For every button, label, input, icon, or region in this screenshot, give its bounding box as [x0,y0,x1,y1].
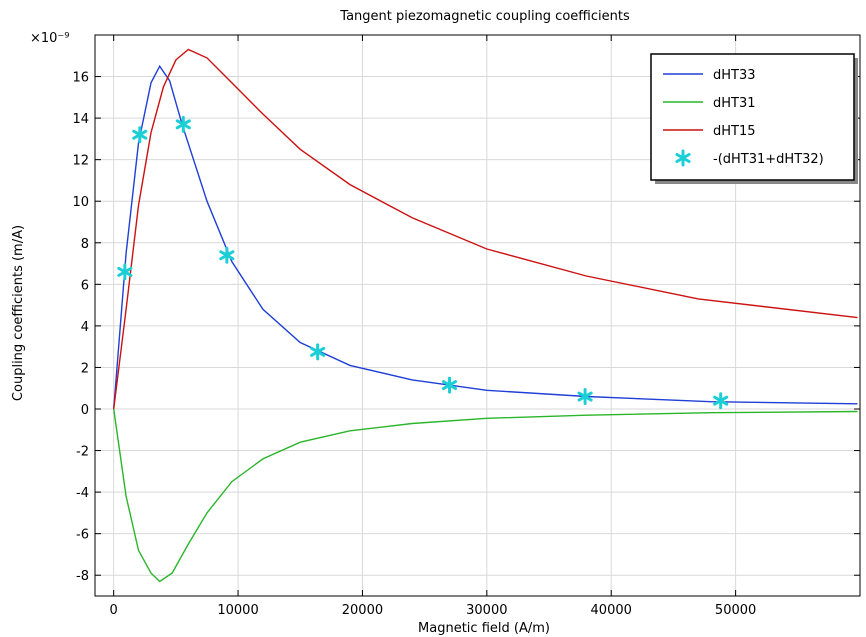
series-line-0 [113,64,858,410]
x-tick-label: 30000 [466,603,507,618]
y-tick-label: 12 [72,154,89,169]
data-point-marker [577,388,593,406]
y-tick-label: 10 [72,195,89,210]
y-tick-label: 14 [72,112,89,127]
y-tick-label: 2 [81,361,89,376]
legend-label: dHT15 [713,124,756,139]
x-axis-title: Magnetic field (A/m) [418,621,550,636]
data-point-marker [219,246,235,264]
data-point-marker [117,263,133,281]
legend-label: dHT31 [713,96,756,111]
legend: dHT33 dHT31 dHT15 -(dHT31+dHT32) [650,53,858,184]
y-axis-title: Coupling coefficients (m/A) [11,225,26,401]
plot-lines [113,48,858,583]
legend-label: dHT33 [713,68,756,83]
y-tick-label: -4 [76,486,89,501]
data-point-marker [175,115,191,133]
x-tick-label: 50000 [715,603,756,618]
y-tick-label: 6 [81,278,89,293]
x-tick-label: 10000 [217,603,258,618]
y-tick-label: 0 [81,403,89,418]
plot-frame [94,34,861,597]
data-point-marker [441,376,458,394]
x-tick-label: 20000 [342,603,383,618]
legend-marker [675,149,691,167]
y-tick-label: -8 [76,569,89,584]
y-tick-label: 16 [72,71,89,86]
x-tick-label: 40000 [591,603,632,618]
y-tick-label: 4 [81,320,89,335]
series-line-2 [113,48,858,410]
ticks: 0 10000 20000 30000 40000 50000 -8 -6 -4 -2 0 2 4 6 8 1… [72,35,860,618]
chart-title: Tangent piezomagnetic coupling coefficie… [339,9,630,24]
legend-label: -(dHT31+dHT32) [713,152,824,167]
series-line-1 [113,408,858,583]
y-tick-label: 8 [81,237,89,252]
data-point-marker [713,392,729,410]
y-tick-label: -6 [76,528,89,543]
data-point-marker [310,343,326,361]
y-tick-label: -2 [76,445,89,460]
data-point-marker [132,126,148,144]
x-tick-label: 0 [110,603,118,618]
y-multiplier-label: ×10⁻⁹ [30,31,70,46]
